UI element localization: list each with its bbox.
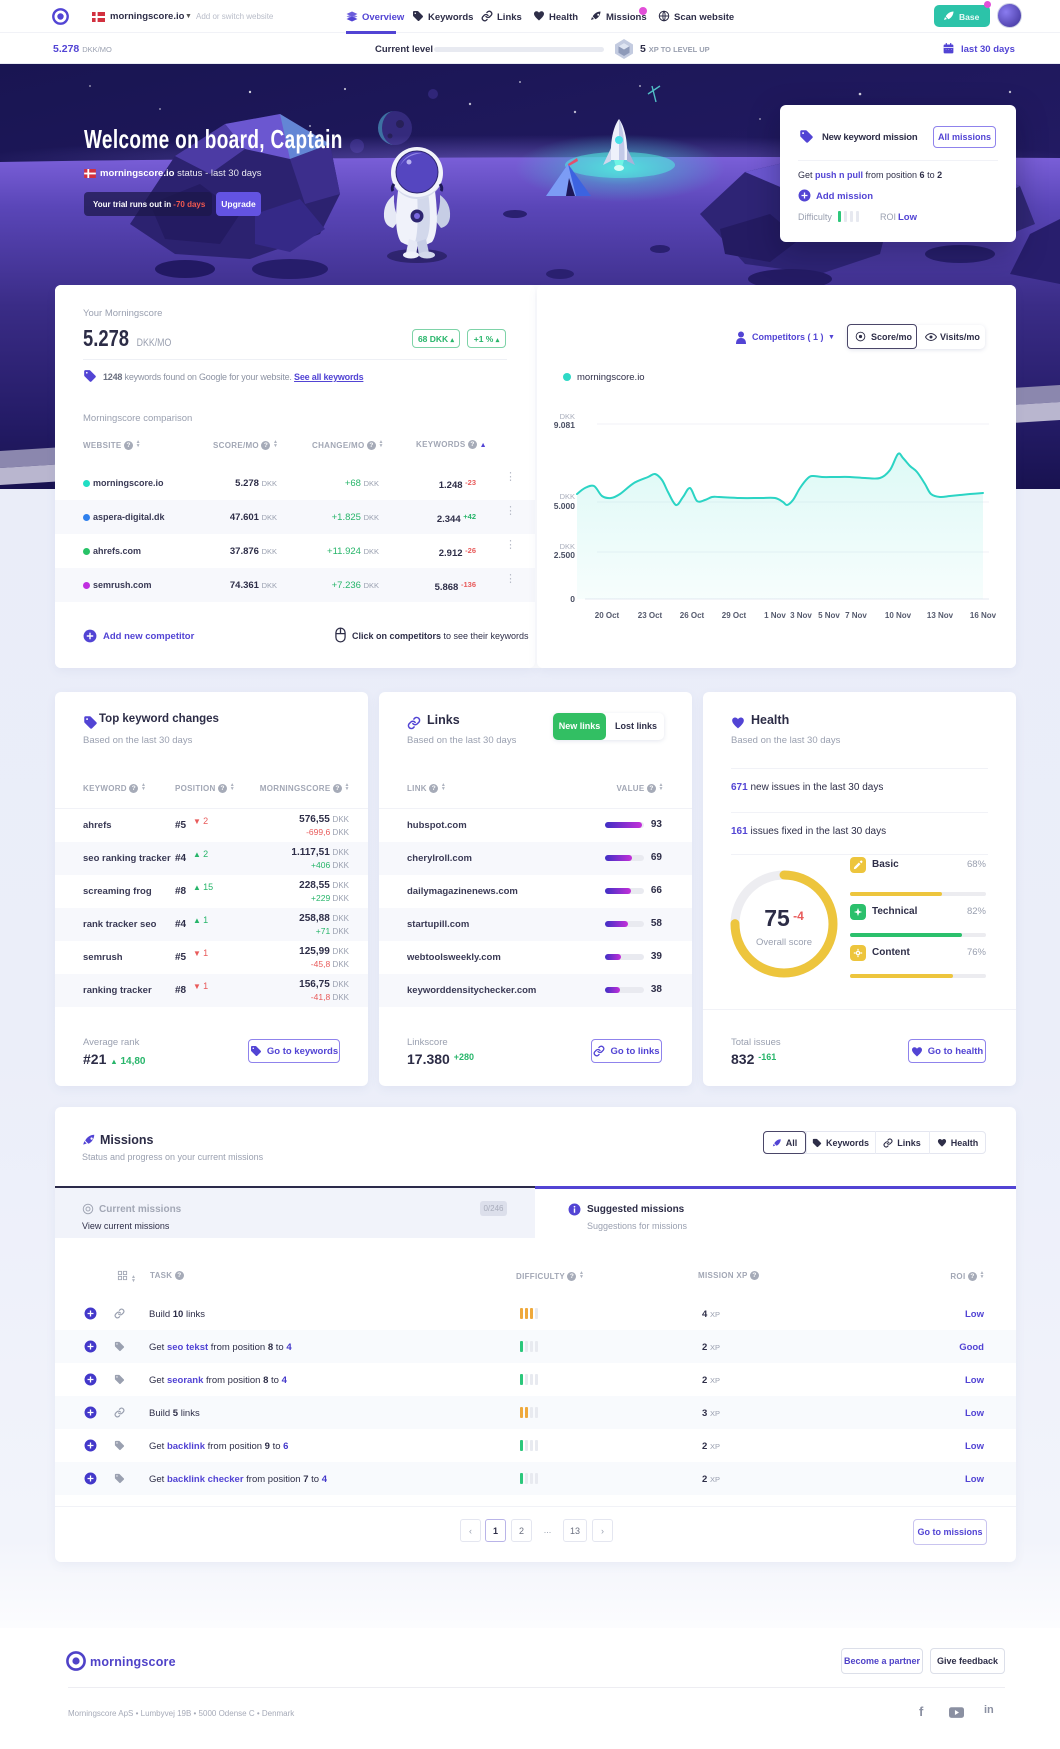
svg-text:3 Nov: 3 Nov xyxy=(790,611,812,620)
svg-text:23 Oct: 23 Oct xyxy=(638,611,663,620)
svg-text:7 Nov: 7 Nov xyxy=(845,611,867,620)
svg-text:5.000: 5.000 xyxy=(554,501,576,511)
svg-text:1 Nov: 1 Nov xyxy=(764,611,786,620)
svg-text:20 Oct: 20 Oct xyxy=(595,611,620,620)
svg-text:DKK: DKK xyxy=(560,542,575,551)
svg-text:DKK: DKK xyxy=(560,492,575,501)
svg-text:2.500: 2.500 xyxy=(554,550,576,560)
svg-text:13 Nov: 13 Nov xyxy=(927,611,954,620)
svg-text:5 Nov: 5 Nov xyxy=(818,611,840,620)
svg-text:16 Nov: 16 Nov xyxy=(970,611,997,620)
svg-text:DKK: DKK xyxy=(560,412,575,421)
svg-text:9.081: 9.081 xyxy=(554,420,576,430)
svg-text:29 Oct: 29 Oct xyxy=(722,611,747,620)
svg-text:0: 0 xyxy=(570,594,575,604)
svg-text:26 Oct: 26 Oct xyxy=(680,611,705,620)
svg-text:10 Nov: 10 Nov xyxy=(885,611,912,620)
